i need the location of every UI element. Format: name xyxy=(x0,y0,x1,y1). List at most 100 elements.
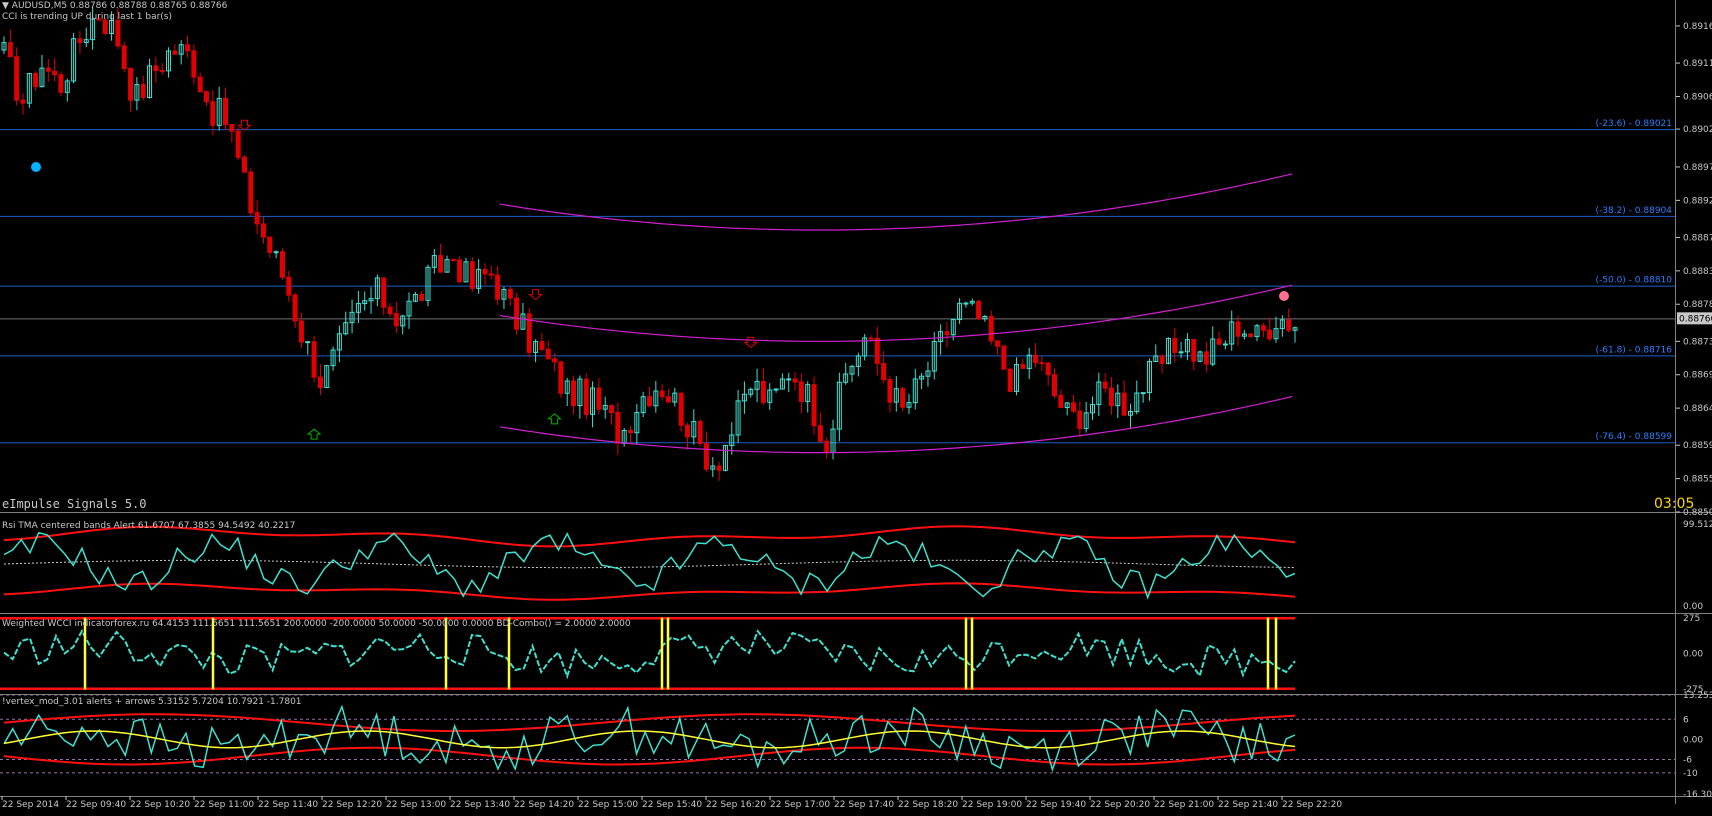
bear-candle xyxy=(1121,392,1127,416)
time-tick-label: 22 Sep 11:00 xyxy=(194,800,254,810)
buy-arrow-icon xyxy=(547,413,562,425)
bear-candle xyxy=(887,379,893,403)
bull-candle xyxy=(368,298,374,302)
bear-candle xyxy=(235,130,241,158)
bear-candle xyxy=(1039,362,1045,365)
bear-candle xyxy=(381,277,387,308)
bull-candle xyxy=(843,373,849,383)
wcci-line xyxy=(3,628,1296,680)
fib-level-label: (-50.0) - 0.88810 xyxy=(1596,276,1673,286)
sell-arrow-icon xyxy=(528,289,543,301)
vertex-upper-band xyxy=(3,713,1296,732)
bear-candle xyxy=(286,276,292,296)
bull-candle xyxy=(1165,337,1171,364)
bear-candle xyxy=(58,74,64,93)
bear-candle xyxy=(279,251,285,278)
bull-candle xyxy=(349,311,355,324)
rsi-line xyxy=(3,531,1296,600)
bull-candle xyxy=(362,300,368,305)
bear-candle xyxy=(596,387,602,410)
bear-candle xyxy=(900,388,906,408)
vertex-fast-line xyxy=(3,704,1296,773)
wcci-tick-label: 0.00 xyxy=(1683,650,1703,660)
bear-candle xyxy=(703,443,709,470)
collapse-triangle-icon[interactable]: ▼ xyxy=(2,1,9,11)
bull-candle xyxy=(1254,325,1260,338)
vertex-tick-label: -16.3075 xyxy=(1683,790,1712,800)
time-tick-label: 22 Sep 19:40 xyxy=(1026,800,1086,810)
bull-candle xyxy=(672,392,678,403)
bull-candle xyxy=(216,97,222,126)
bull-candle xyxy=(906,402,912,408)
vertex-tick-label: -10 xyxy=(1683,769,1698,779)
bear-candle xyxy=(1033,354,1039,364)
bear-candle xyxy=(292,294,298,322)
bear-candle xyxy=(558,361,564,394)
bear-candle xyxy=(526,313,532,353)
bull-candle xyxy=(444,259,450,273)
bear-candle xyxy=(944,331,950,336)
signal-dot-blue xyxy=(31,162,41,172)
time-tick-label: 22 Sep 13:00 xyxy=(386,800,446,810)
price-tick-label: 0.88875 xyxy=(1683,233,1712,243)
bear-candle xyxy=(419,293,425,301)
bull-candle xyxy=(400,315,406,327)
time-tick-label: 22 Sep 20:20 xyxy=(1090,800,1150,810)
vertex-tick-label: 0.00 xyxy=(1683,735,1703,745)
bull-candle xyxy=(1134,392,1140,413)
wcci-tick-label: -275 xyxy=(1683,685,1703,695)
time-tick-label: 22 Sep 15:00 xyxy=(578,800,638,810)
bull-candle xyxy=(374,277,380,300)
bull-candle xyxy=(324,365,330,389)
bear-candle xyxy=(1248,333,1254,338)
bear-candle xyxy=(1102,381,1108,389)
fib-level-label: (-38.2) - 0.88904 xyxy=(1596,206,1673,216)
tma-channel-line xyxy=(499,395,1293,454)
bear-candle xyxy=(514,297,520,330)
bear-candle xyxy=(659,390,665,398)
bull-candle xyxy=(39,67,45,88)
bull-candle xyxy=(653,390,659,407)
bear-candle xyxy=(678,392,684,426)
bear-candle xyxy=(495,274,501,300)
bull-candle xyxy=(501,288,507,300)
bear-candle xyxy=(1007,368,1013,392)
bull-candle xyxy=(83,39,89,44)
bear-candle xyxy=(1071,402,1077,412)
bear-candle xyxy=(1216,338,1222,345)
rsi-lower-band xyxy=(3,582,1296,601)
bear-candle xyxy=(583,378,589,415)
bear-candle xyxy=(172,50,178,55)
time-axis: 22 Sep 2014 22 Sep 09:40 22 Sep 10:20 22 Se… xyxy=(1,796,1342,810)
bear-candle xyxy=(824,440,830,453)
brand-label: eImpulse Signals 5.0 xyxy=(2,497,147,511)
bull-candle xyxy=(767,389,773,403)
bear-candle xyxy=(628,430,634,434)
bear-candle xyxy=(760,380,766,403)
bull-candle xyxy=(336,333,342,351)
bull-candle xyxy=(862,337,868,357)
bull-candle xyxy=(1064,402,1070,409)
bear-candle xyxy=(469,261,475,289)
bear-candle xyxy=(647,396,652,407)
bull-candle xyxy=(963,302,969,305)
rsi-center-line xyxy=(3,559,1296,569)
bear-candle xyxy=(222,97,228,126)
bull-candle xyxy=(773,388,779,391)
bear-candle xyxy=(210,101,216,126)
bear-candle xyxy=(241,156,247,173)
bear-candle xyxy=(615,412,621,444)
bull-candle xyxy=(64,80,70,93)
bear-candle xyxy=(1108,387,1114,407)
bull-candle xyxy=(577,378,583,407)
bull-candle xyxy=(754,380,760,390)
bull-candle xyxy=(957,302,963,321)
bull-candle xyxy=(640,396,646,414)
cci-note: CCI is trending UP during last 1 bar(s) xyxy=(2,12,172,22)
bull-candle xyxy=(1222,343,1228,346)
bear-candle xyxy=(204,91,210,103)
bear-candle xyxy=(976,300,982,320)
